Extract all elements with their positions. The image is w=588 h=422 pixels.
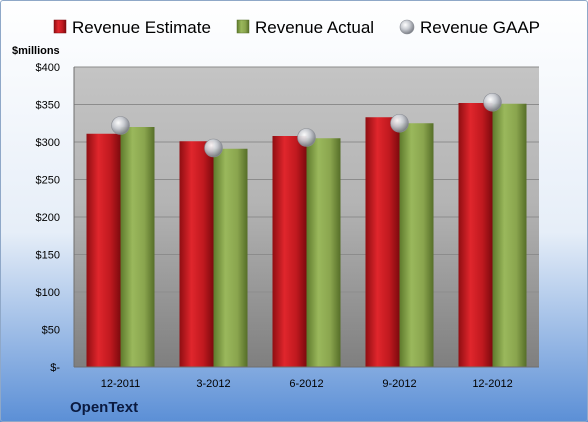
y-tick-label-0: $- bbox=[50, 362, 60, 374]
legend-swatch-estimate bbox=[53, 19, 67, 34]
legend-marker-gaap bbox=[399, 19, 415, 35]
legend-swatch-actual bbox=[236, 19, 250, 34]
marker-gaap-12-2011 bbox=[111, 116, 130, 135]
x-tick-label-12-2011: 12-2011 bbox=[101, 378, 141, 390]
bar-actual-12-2012 bbox=[492, 103, 527, 367]
bar-estimate-6-2012 bbox=[272, 136, 307, 367]
y-tick-label-350: $350 bbox=[36, 100, 60, 112]
x-tick-label-6-2012: 6-2012 bbox=[289, 378, 323, 390]
gaap-markers bbox=[111, 92, 502, 158]
y-axis-ticks: $- $50 $100 $150 $200 $250 $300 $350 $400 bbox=[36, 62, 61, 374]
bar-actual-6-2012 bbox=[306, 138, 341, 367]
x-tick-label-12-2012: 12-2012 bbox=[472, 378, 512, 390]
y-tick-label-300: $300 bbox=[36, 137, 60, 149]
y-tick-label-250: $250 bbox=[36, 175, 60, 187]
marker-gaap-3-2012 bbox=[204, 138, 223, 158]
y-tick-label-100: $100 bbox=[36, 287, 60, 299]
bar-actual-3-2012 bbox=[213, 148, 248, 367]
bar-estimate-3-2012 bbox=[179, 141, 214, 367]
bar-actual-12-2011 bbox=[120, 127, 155, 367]
y-tick-label-50: $50 bbox=[42, 325, 60, 337]
bar-estimate-9-2012 bbox=[365, 117, 400, 367]
y-axis-label: $millions bbox=[12, 45, 60, 57]
bar-actual-9-2012 bbox=[399, 123, 434, 367]
y-tick-label-400: $400 bbox=[36, 62, 60, 74]
x-tick-label-3-2012: 3-2012 bbox=[196, 378, 230, 390]
legend-label-gaap: Revenue GAAP bbox=[420, 18, 540, 37]
company-name: OpenText bbox=[70, 399, 138, 416]
bar-estimate-12-2011 bbox=[86, 133, 121, 367]
bar-estimate-12-2012 bbox=[458, 103, 493, 367]
legend-label-actual: Revenue Actual bbox=[255, 18, 374, 37]
marker-gaap-9-2012 bbox=[390, 113, 409, 133]
x-axis-ticks: 12-2011 3-2012 6-2012 9-2012 12-2012 bbox=[101, 378, 513, 390]
y-tick-label-150: $150 bbox=[36, 250, 60, 262]
marker-gaap-6-2012 bbox=[297, 128, 316, 147]
legend: Revenue Estimate Revenue Actual Revenue … bbox=[53, 18, 540, 37]
legend-label-estimate: Revenue Estimate bbox=[72, 18, 211, 37]
bars bbox=[86, 103, 527, 367]
y-tick-label-200: $200 bbox=[36, 212, 60, 224]
marker-gaap-12-2012 bbox=[483, 92, 502, 112]
x-tick-label-9-2012: 9-2012 bbox=[382, 378, 416, 390]
